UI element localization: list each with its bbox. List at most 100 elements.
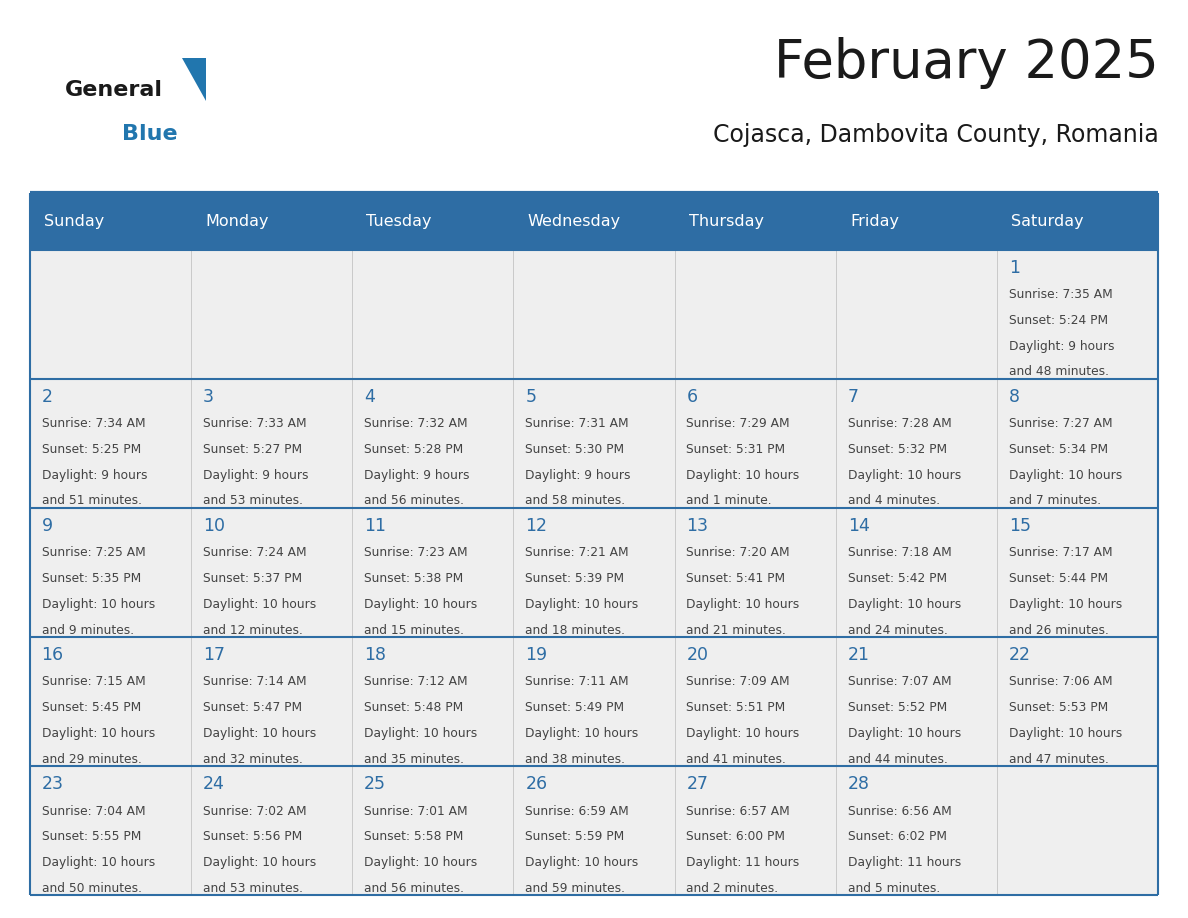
Text: 27: 27 (687, 775, 708, 793)
Bar (352, 766, 513, 895)
Text: Sunrise: 7:34 AM: Sunrise: 7:34 AM (42, 418, 145, 431)
Text: and 50 minutes.: and 50 minutes. (42, 881, 141, 895)
Bar (997, 637, 1158, 766)
Text: 22: 22 (1009, 646, 1031, 664)
Text: 13: 13 (687, 517, 708, 535)
Text: 24: 24 (203, 775, 225, 793)
Text: 21: 21 (848, 646, 870, 664)
Text: Sunset: 5:42 PM: Sunset: 5:42 PM (848, 572, 947, 585)
Text: Sunset: 5:56 PM: Sunset: 5:56 PM (203, 830, 302, 844)
Text: Daylight: 9 hours: Daylight: 9 hours (42, 469, 147, 482)
Text: Daylight: 10 hours: Daylight: 10 hours (687, 598, 800, 610)
Bar (997, 379, 1158, 508)
Text: Sunset: 5:44 PM: Sunset: 5:44 PM (1009, 572, 1108, 585)
Text: and 18 minutes.: and 18 minutes. (525, 623, 625, 636)
Text: Blue: Blue (122, 125, 178, 144)
Text: Tuesday: Tuesday (366, 214, 432, 229)
Text: and 21 minutes.: and 21 minutes. (687, 623, 786, 636)
Text: Sunset: 5:41 PM: Sunset: 5:41 PM (687, 572, 785, 585)
Text: 15: 15 (1009, 517, 1031, 535)
Bar (513, 766, 675, 895)
Text: Cojasca, Dambovita County, Romania: Cojasca, Dambovita County, Romania (713, 123, 1158, 147)
Bar (352, 508, 513, 637)
Text: Sunrise: 7:25 AM: Sunrise: 7:25 AM (42, 546, 145, 559)
Text: Sunrise: 6:59 AM: Sunrise: 6:59 AM (525, 804, 628, 818)
Text: Sunset: 5:35 PM: Sunset: 5:35 PM (42, 572, 141, 585)
Text: Sunset: 5:24 PM: Sunset: 5:24 PM (1009, 314, 1108, 327)
Text: and 53 minutes.: and 53 minutes. (203, 495, 303, 508)
Text: Sunrise: 7:31 AM: Sunrise: 7:31 AM (525, 418, 628, 431)
Text: Sunrise: 7:02 AM: Sunrise: 7:02 AM (203, 804, 307, 818)
Text: Daylight: 9 hours: Daylight: 9 hours (364, 469, 469, 482)
Text: Thursday: Thursday (689, 214, 764, 229)
Text: Daylight: 10 hours: Daylight: 10 hours (203, 598, 316, 610)
Text: Sunrise: 7:15 AM: Sunrise: 7:15 AM (42, 676, 145, 688)
Text: Sunset: 5:48 PM: Sunset: 5:48 PM (364, 701, 463, 714)
Text: 25: 25 (364, 775, 386, 793)
Text: 17: 17 (203, 646, 225, 664)
Bar (675, 193, 836, 250)
Text: Sunset: 5:38 PM: Sunset: 5:38 PM (364, 572, 463, 585)
Text: Sunrise: 6:57 AM: Sunrise: 6:57 AM (687, 804, 790, 818)
Text: Daylight: 10 hours: Daylight: 10 hours (364, 727, 478, 740)
Bar (191, 766, 352, 895)
Text: Sunrise: 7:01 AM: Sunrise: 7:01 AM (364, 804, 468, 818)
Bar (191, 250, 352, 379)
Text: 20: 20 (687, 646, 708, 664)
Text: Sunrise: 7:20 AM: Sunrise: 7:20 AM (687, 546, 790, 559)
Bar (30, 766, 191, 895)
Text: and 24 minutes.: and 24 minutes. (848, 623, 948, 636)
Text: Daylight: 10 hours: Daylight: 10 hours (848, 469, 961, 482)
Text: Sunrise: 7:11 AM: Sunrise: 7:11 AM (525, 676, 628, 688)
Text: and 59 minutes.: and 59 minutes. (525, 881, 625, 895)
Bar (513, 508, 675, 637)
Text: and 56 minutes.: and 56 minutes. (364, 881, 465, 895)
Text: Daylight: 9 hours: Daylight: 9 hours (203, 469, 309, 482)
Text: Sunset: 5:34 PM: Sunset: 5:34 PM (1009, 443, 1108, 456)
Text: and 51 minutes.: and 51 minutes. (42, 495, 141, 508)
Text: Sunrise: 7:28 AM: Sunrise: 7:28 AM (848, 418, 952, 431)
Text: and 58 minutes.: and 58 minutes. (525, 495, 625, 508)
Bar (30, 637, 191, 766)
Text: Sunrise: 7:35 AM: Sunrise: 7:35 AM (1009, 288, 1113, 301)
Text: Daylight: 10 hours: Daylight: 10 hours (42, 856, 154, 869)
Text: Friday: Friday (851, 214, 899, 229)
Bar (513, 250, 675, 379)
Text: and 1 minute.: and 1 minute. (687, 495, 772, 508)
Bar (352, 193, 513, 250)
Bar (513, 379, 675, 508)
Text: Sunrise: 7:33 AM: Sunrise: 7:33 AM (203, 418, 307, 431)
Text: Sunset: 5:59 PM: Sunset: 5:59 PM (525, 830, 625, 844)
Text: Sunrise: 7:32 AM: Sunrise: 7:32 AM (364, 418, 468, 431)
Text: 6: 6 (687, 388, 697, 406)
Text: Daylight: 10 hours: Daylight: 10 hours (687, 469, 800, 482)
Text: Sunrise: 7:21 AM: Sunrise: 7:21 AM (525, 546, 628, 559)
Text: Daylight: 10 hours: Daylight: 10 hours (687, 727, 800, 740)
Bar (675, 379, 836, 508)
Text: February 2025: February 2025 (773, 37, 1158, 89)
Text: and 38 minutes.: and 38 minutes. (525, 753, 625, 766)
Text: 23: 23 (42, 775, 64, 793)
Text: and 4 minutes.: and 4 minutes. (848, 495, 940, 508)
Text: 11: 11 (364, 517, 386, 535)
Text: Sunrise: 7:12 AM: Sunrise: 7:12 AM (364, 676, 468, 688)
Text: 12: 12 (525, 517, 548, 535)
Bar (997, 250, 1158, 379)
Text: Sunset: 5:25 PM: Sunset: 5:25 PM (42, 443, 141, 456)
Text: 3: 3 (203, 388, 214, 406)
Text: Daylight: 10 hours: Daylight: 10 hours (364, 856, 478, 869)
Text: Sunset: 5:32 PM: Sunset: 5:32 PM (848, 443, 947, 456)
Bar (836, 379, 997, 508)
Text: Sunset: 5:47 PM: Sunset: 5:47 PM (203, 701, 302, 714)
Text: Sunday: Sunday (44, 214, 105, 229)
Text: Sunset: 5:53 PM: Sunset: 5:53 PM (1009, 701, 1108, 714)
Bar (191, 637, 352, 766)
Text: 1: 1 (1009, 259, 1020, 277)
Text: Sunset: 5:37 PM: Sunset: 5:37 PM (203, 572, 302, 585)
Text: Daylight: 11 hours: Daylight: 11 hours (848, 856, 961, 869)
Bar (191, 508, 352, 637)
Text: Sunrise: 7:07 AM: Sunrise: 7:07 AM (848, 676, 952, 688)
Bar (836, 508, 997, 637)
Text: Sunrise: 7:18 AM: Sunrise: 7:18 AM (848, 546, 952, 559)
Text: Sunrise: 7:09 AM: Sunrise: 7:09 AM (687, 676, 790, 688)
